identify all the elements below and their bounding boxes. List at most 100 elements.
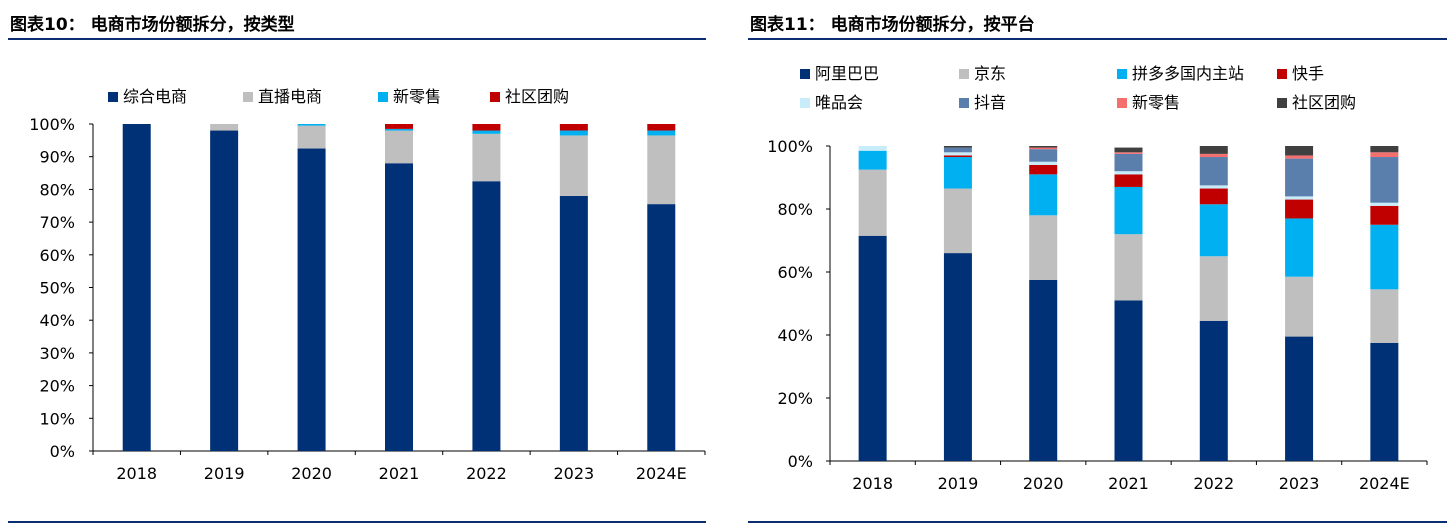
x-category-label: 2021 <box>1108 474 1149 493</box>
bar-segment <box>647 135 676 205</box>
bar-segment <box>472 181 501 451</box>
bar-segment <box>1199 157 1228 186</box>
legend-swatch <box>243 92 253 102</box>
bar-segment <box>943 146 972 148</box>
bar-segment <box>559 124 588 131</box>
chart-panel-left: 图表10： 电商市场份额拆分，按类型 综合电商 直播电商 新零售 社区团购 0% 10% 2… <box>0 0 710 527</box>
bar-segment <box>647 124 676 131</box>
y-tick-label: 100% <box>767 137 813 156</box>
y-tick-label: 0% <box>50 442 75 461</box>
bar-segment <box>1114 234 1143 301</box>
bar-segment <box>297 124 326 126</box>
title-divider <box>748 38 1447 40</box>
bar-segment <box>385 124 413 129</box>
legend-swatch <box>959 98 969 108</box>
bar-segment <box>647 204 676 451</box>
legend-label: 唯品会 <box>815 93 863 112</box>
bar-segment <box>1114 186 1143 235</box>
bar-segment <box>1029 174 1058 216</box>
bar-segment <box>1370 224 1399 290</box>
bar-segment <box>1370 157 1399 203</box>
bar-segment <box>1285 155 1314 159</box>
bar-segment <box>559 135 588 196</box>
bar-segment <box>1029 149 1058 162</box>
legend-label: 新零售 <box>393 87 441 106</box>
x-category-label: 2020 <box>291 464 332 483</box>
x-category-label: 2021 <box>379 464 420 483</box>
bar-segment <box>1199 188 1228 205</box>
bar-segment <box>943 152 972 156</box>
bar-segment <box>1285 158 1314 197</box>
legend-swatch <box>959 69 969 79</box>
bar-segment <box>1285 336 1314 461</box>
legend-swatch <box>1277 98 1287 108</box>
y-tick-label: 60% <box>777 263 813 282</box>
bar-segment <box>1199 256 1228 321</box>
legend-label: 京东 <box>974 64 1006 83</box>
bar-segment <box>1029 164 1058 175</box>
legend-swatch <box>1117 69 1127 79</box>
bar-segment <box>943 147 972 153</box>
bar-segment <box>1029 146 1058 148</box>
legend-swatch <box>800 69 810 79</box>
bar-segment <box>1114 171 1143 175</box>
bar-segment <box>1114 147 1143 153</box>
bar-segment <box>943 155 972 158</box>
legend-swatch <box>378 92 388 102</box>
y-tick-label: 30% <box>39 344 75 363</box>
y-tick-label: 40% <box>777 326 813 345</box>
y-tick-label: 90% <box>39 148 75 167</box>
x-category-label: 2023 <box>1279 474 1320 493</box>
bar-segment <box>1199 204 1228 257</box>
bar-segment <box>385 130 413 164</box>
bar-segment <box>943 188 972 254</box>
bar-segment <box>1199 185 1228 189</box>
bar-segment <box>858 150 887 170</box>
x-category-label: 2022 <box>466 464 507 483</box>
bar-segment <box>297 125 326 149</box>
legend-label: 综合电商 <box>123 87 187 106</box>
bar-segment <box>1285 146 1314 156</box>
legend-label: 抖音 <box>974 93 1006 112</box>
legend-label: 社区团购 <box>1292 93 1356 112</box>
bar-segment <box>385 128 413 131</box>
bar-segment <box>858 146 887 151</box>
y-tick-label: 50% <box>39 279 75 298</box>
bar-segment <box>943 253 972 461</box>
x-category-label: 2024E <box>636 464 687 483</box>
legend-swatch <box>108 92 118 102</box>
y-tick-label: 40% <box>39 311 75 330</box>
bar-segment <box>1114 153 1143 172</box>
bar-segment <box>1199 146 1228 154</box>
bar-segment <box>559 195 588 451</box>
legend-label: 新零售 <box>1132 93 1180 112</box>
bar-segment <box>210 124 239 131</box>
bar-segment <box>858 169 887 236</box>
y-tick-label: 60% <box>39 246 75 265</box>
y-tick-label: 100% <box>29 115 75 134</box>
bar-segment <box>1285 276 1314 337</box>
legend-label: 阿里巴巴 <box>815 64 879 83</box>
bar-segment <box>943 157 972 189</box>
bar-segment <box>1114 174 1143 187</box>
x-category-label: 2022 <box>1193 474 1234 493</box>
x-category-label: 2019 <box>938 474 979 493</box>
bar-segment <box>297 148 326 451</box>
bar-segment <box>858 235 887 461</box>
bar-segment <box>1370 152 1399 158</box>
bar-segment <box>1370 146 1399 153</box>
bar-segment <box>1285 199 1314 219</box>
bar-segment <box>1199 153 1228 158</box>
legend-swatch <box>1277 69 1287 79</box>
x-category-label: 2018 <box>116 464 157 483</box>
bar-segment <box>647 130 676 136</box>
bar-segment <box>559 130 588 136</box>
bar-segment <box>1285 196 1314 200</box>
x-category-label: 2018 <box>852 474 893 493</box>
chart-panel-right: 图表11： 电商市场份额拆分，按平台 阿里巴巴 京东 拼多多国内主站 快手 唯品会 抖音 新… <box>740 0 1451 527</box>
bar-segment <box>1029 147 1058 150</box>
legend-label: 社区团购 <box>505 87 569 106</box>
bar-segment <box>385 163 413 452</box>
legend-swatch <box>800 98 810 108</box>
